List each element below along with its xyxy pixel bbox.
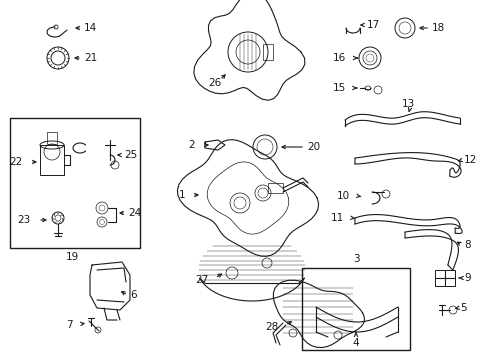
Text: 4: 4 — [352, 338, 359, 348]
Text: 17: 17 — [366, 20, 380, 30]
Text: 22: 22 — [9, 157, 22, 167]
Text: 19: 19 — [65, 252, 79, 262]
Text: 23: 23 — [17, 215, 30, 225]
Text: 28: 28 — [264, 322, 278, 332]
Text: 7: 7 — [66, 320, 73, 330]
Text: 14: 14 — [84, 23, 97, 33]
Text: 5: 5 — [459, 303, 466, 313]
Bar — [263, 44, 272, 60]
Text: 2: 2 — [188, 140, 195, 150]
Text: 27: 27 — [194, 275, 207, 285]
Bar — [267, 183, 283, 193]
Text: 12: 12 — [463, 155, 476, 165]
Text: 26: 26 — [207, 78, 221, 88]
Text: 13: 13 — [401, 99, 414, 109]
Text: 18: 18 — [431, 23, 445, 33]
Text: 24: 24 — [128, 208, 141, 218]
Text: 16: 16 — [332, 53, 346, 63]
Text: 3: 3 — [352, 254, 359, 264]
Text: 20: 20 — [306, 142, 320, 152]
Text: 21: 21 — [84, 53, 97, 63]
Text: 6: 6 — [130, 290, 136, 300]
Bar — [40, 145, 64, 175]
Text: 1: 1 — [178, 190, 184, 200]
Bar — [302, 268, 409, 350]
Text: 11: 11 — [330, 213, 343, 223]
Text: 8: 8 — [463, 240, 469, 250]
Text: 15: 15 — [332, 83, 346, 93]
Text: 10: 10 — [336, 191, 349, 201]
Text: 9: 9 — [463, 273, 469, 283]
Text: 25: 25 — [124, 150, 137, 160]
Bar — [47, 132, 57, 144]
Bar — [10, 118, 140, 248]
Bar — [434, 270, 454, 286]
